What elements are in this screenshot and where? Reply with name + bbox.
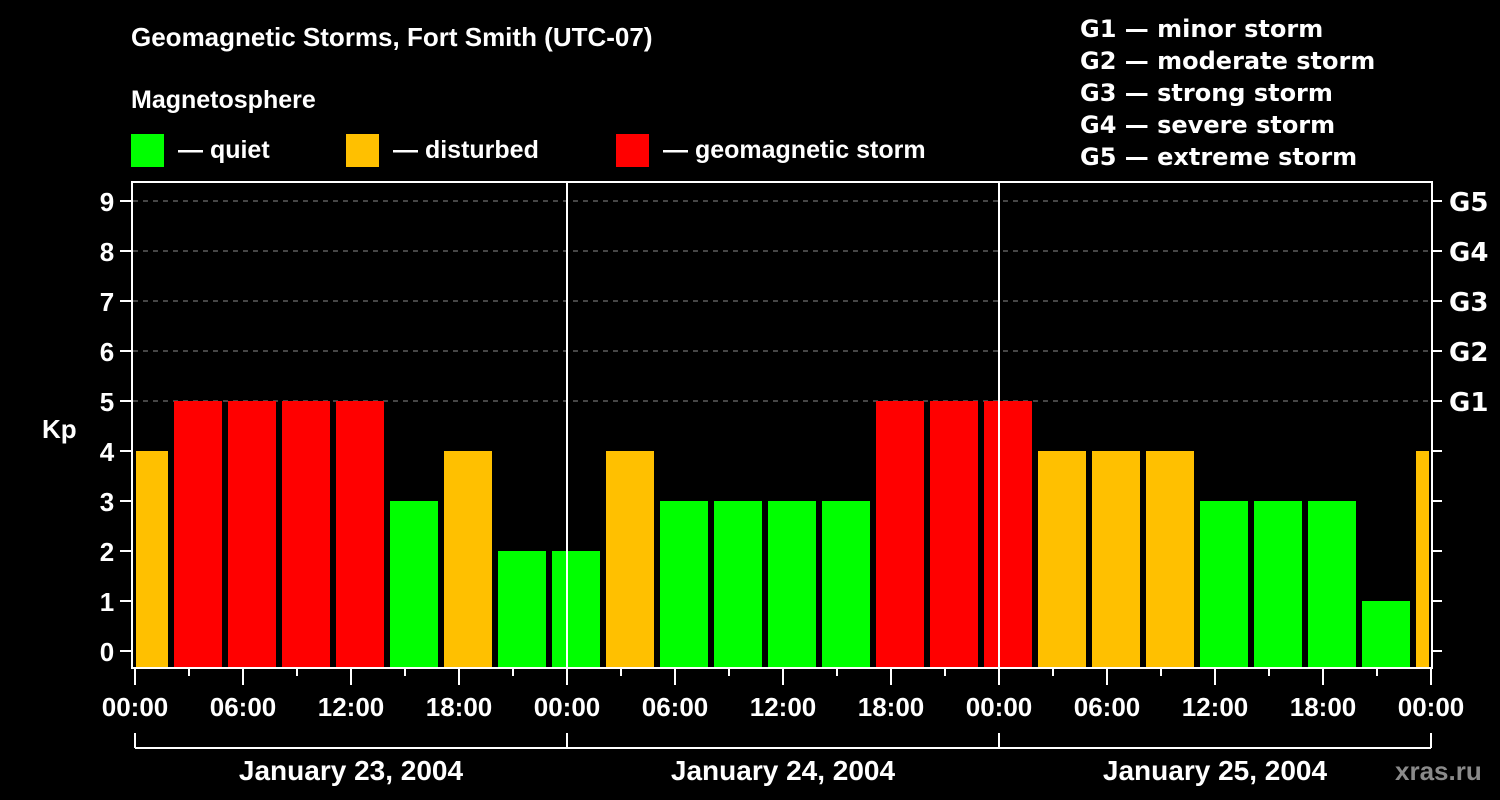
date-label: January 23, 2004 (239, 755, 464, 786)
g-scale-legend: G1 — minor storm G2 — moderate storm G3 … (1080, 13, 1375, 173)
y-tick-label: 3 (100, 487, 114, 517)
kp-bar (930, 401, 978, 667)
y-axis-label: Kp (42, 414, 77, 444)
x-tick-label: 18:00 (858, 692, 925, 722)
kp-bar (714, 501, 762, 667)
chart-title: Geomagnetic Storms, Fort Smith (UTC-07) (131, 22, 653, 52)
x-tick-label: 06:00 (642, 692, 709, 722)
kp-bar (1416, 451, 1429, 667)
y-tick-label: 4 (100, 437, 115, 467)
kp-bar (136, 451, 168, 667)
legend-label-storm: — geomagnetic storm (663, 135, 926, 164)
y-tick-label: 0 (100, 637, 114, 667)
x-tick-label: 12:00 (750, 692, 817, 722)
kp-bar (390, 501, 438, 667)
y-tick-label: 8 (100, 237, 114, 267)
g-level-label: G2 (1449, 338, 1488, 368)
date-label: January 24, 2004 (671, 755, 896, 786)
legend-swatch-disturbed (346, 133, 379, 167)
kp-bar (1362, 601, 1410, 667)
chart-subtitle: Magnetosphere (131, 86, 316, 114)
legend-label-disturbed: — disturbed (393, 135, 539, 164)
kp-bar (822, 501, 870, 667)
legend-quiet: — quiet (131, 133, 270, 167)
kp-bar (1092, 451, 1140, 667)
g-scale-g2: G2 — moderate storm (1080, 47, 1376, 75)
g-scale-g5: G5 — extreme storm (1080, 143, 1358, 171)
g-scale-g1: G1 — minor storm (1080, 15, 1324, 43)
date-label: January 25, 2004 (1103, 755, 1328, 786)
y-tick-label: 6 (100, 337, 114, 367)
kp-bar (768, 501, 816, 667)
plot-frame (131, 181, 1433, 669)
kp-bar (228, 401, 276, 667)
kp-bar (660, 501, 708, 667)
kp-bar (876, 401, 924, 667)
legend-storm: — geomagnetic storm (616, 133, 926, 167)
kp-bar (984, 401, 1032, 667)
legend-swatch-storm (616, 133, 649, 167)
x-tick-label: 12:00 (1182, 692, 1249, 722)
x-tick-label: 12:00 (318, 692, 385, 722)
y-tick-label: 7 (100, 287, 114, 317)
kp-bar (552, 551, 600, 667)
right-g-axis: G1 G2 G3 G4 G5 (1432, 188, 1488, 652)
kp-bar (1308, 501, 1356, 667)
y-tick-label: 9 (100, 187, 114, 217)
g-level-label: G4 (1449, 238, 1488, 268)
kp-bar (336, 401, 384, 667)
kp-bar (498, 551, 546, 667)
legend-label-quiet: — quiet (178, 135, 270, 164)
x-tick-label: 00:00 (102, 692, 169, 722)
x-tick-label: 00:00 (1398, 692, 1465, 722)
kp-bar (282, 401, 330, 667)
kp-bar (1200, 501, 1248, 667)
kp-bar (1254, 501, 1302, 667)
x-tick-label: 18:00 (426, 692, 493, 722)
x-axis: 00:00 06:00 12:00 18:00 00:00 06:00 12:00 18:00… (102, 669, 1465, 786)
g-level-label: G5 (1449, 188, 1488, 218)
g-level-label: G1 (1449, 388, 1488, 418)
x-tick-label: 00:00 (534, 692, 601, 722)
kp-bar (444, 451, 492, 667)
x-tick-label: 06:00 (210, 692, 277, 722)
y-tick-label: 2 (100, 537, 114, 567)
kp-bar (606, 451, 654, 667)
watermark: xras.ru (1395, 756, 1482, 786)
day-separators (566, 182, 1000, 667)
y-tick-label: 5 (100, 387, 114, 417)
kp-bar (1146, 451, 1194, 667)
g-level-label: G3 (1449, 288, 1488, 318)
y-tick-label: 1 (100, 587, 114, 617)
g-scale-g4: G4 — severe storm (1080, 111, 1336, 139)
legend-swatch-quiet (131, 133, 164, 167)
x-tick-label: 06:00 (1074, 692, 1141, 722)
kp-bar (174, 401, 222, 667)
legend-disturbed: — disturbed (346, 133, 539, 167)
gridlines (133, 200, 1431, 402)
kp-bar (1038, 451, 1086, 667)
g-scale-g3: G3 — strong storm (1080, 79, 1333, 107)
y-axis: 0 1 2 3 4 5 6 7 8 9 (100, 187, 132, 667)
x-tick-label: 18:00 (1290, 692, 1357, 722)
x-tick-label: 00:00 (966, 692, 1033, 722)
bars (136, 401, 1429, 667)
